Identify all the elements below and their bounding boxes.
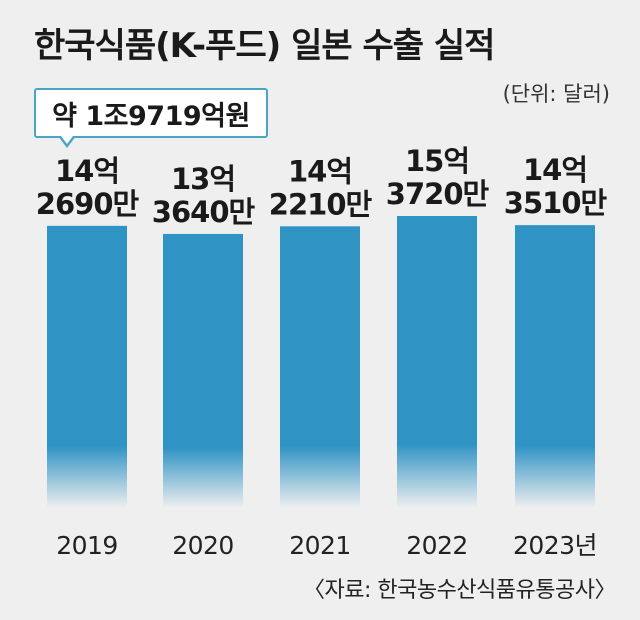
x-tick-label: 2021 <box>289 531 351 560</box>
source-note: 〈자료: 한국농수산식품유통공사〉 <box>302 578 617 603</box>
value-label-2021-1: 14억 <box>288 154 352 188</box>
x-tick-label: 2023년 <box>513 531 597 560</box>
value-label-2020-1: 13억 <box>171 162 235 196</box>
callout-box: 약 1조9719억원 <box>34 88 268 138</box>
bar-2019 <box>47 225 127 509</box>
x-tick-label: 2022 <box>406 531 468 560</box>
unit-label: (단위: 달러) <box>502 82 610 106</box>
bar-2022 <box>397 216 477 508</box>
value-label-2019-2: 2690만 <box>36 187 140 221</box>
value-label-2023년-2: 3510만 <box>504 186 608 220</box>
value-label-2022-2: 3720만 <box>386 177 490 211</box>
bar-2020 <box>163 233 243 508</box>
x-tick-label: 2020 <box>172 531 234 560</box>
callout-text: 약 1조9719억원 <box>52 100 250 132</box>
value-label-2019-1: 14억 <box>55 154 119 188</box>
value-label-2022-1: 15억 <box>405 144 469 178</box>
value-label-2020-2: 3640만 <box>152 195 256 229</box>
value-label-2023년-1: 14억 <box>523 153 587 187</box>
value-label-2021-2: 2210만 <box>269 187 373 221</box>
bar-2023년 <box>515 225 595 508</box>
bar-2021 <box>280 226 360 509</box>
chart-title: 한국식품(K-푸드) 일본 수출 실적 <box>34 26 495 66</box>
x-tick-label: 2019 <box>56 531 118 560</box>
